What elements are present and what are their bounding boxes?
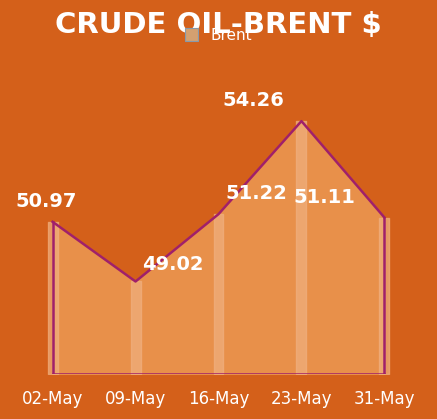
Text: 51.22: 51.22 <box>225 184 287 204</box>
Text: 50.97: 50.97 <box>15 192 76 211</box>
Text: 54.26: 54.26 <box>222 91 284 110</box>
Legend: Brent: Brent <box>179 22 258 49</box>
Text: 51.11: 51.11 <box>293 188 355 207</box>
Text: 49.02: 49.02 <box>142 255 204 274</box>
Title: CRUDE OIL-BRENT $: CRUDE OIL-BRENT $ <box>55 11 382 39</box>
